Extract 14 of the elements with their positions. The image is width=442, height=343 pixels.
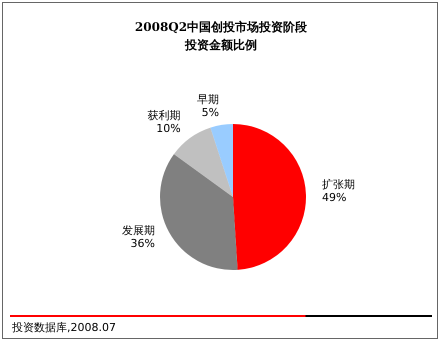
- data-label: 49%: [322, 191, 346, 204]
- chart-subtitle: 投资金额比例: [184, 37, 258, 54]
- text: 投资数据库,2008.07: [12, 320, 116, 335]
- data-label: 36%: [130, 236, 156, 250]
- pie-slice: [210, 124, 233, 197]
- chart-title: 2008Q2中国创投市场投资阶段: [134, 19, 308, 36]
- slice-label: 获利期: [148, 108, 181, 122]
- slice-label: 早期: [197, 93, 220, 106]
- data-label: 5%: [202, 106, 220, 120]
- slice-label: 发展期: [122, 224, 156, 237]
- slice-label: 扩张期: [322, 178, 355, 192]
- pie-slice: [233, 124, 306, 270]
- data-label: 10%: [156, 122, 181, 135]
- pie-slice: [160, 154, 238, 270]
